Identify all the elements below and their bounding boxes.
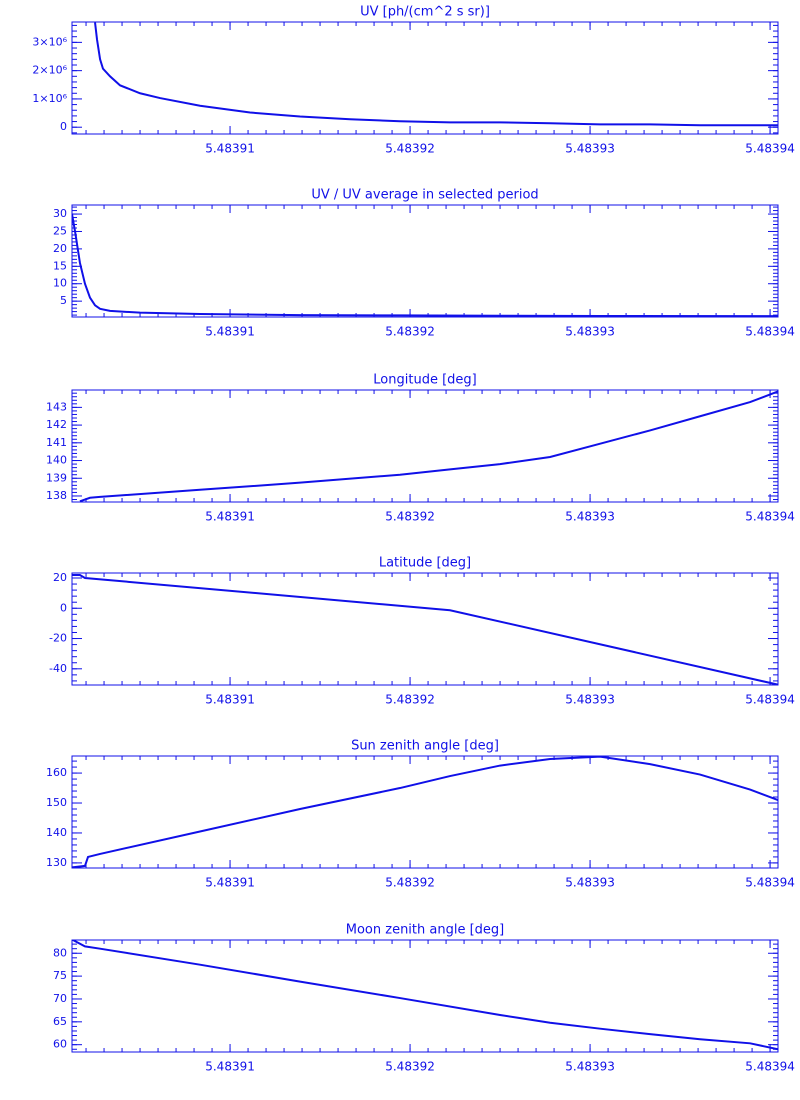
plot-frame [71, 755, 779, 869]
y-tick-label: 1×10⁶ [32, 92, 67, 105]
x-tick-label: 5.48391 [205, 876, 255, 890]
x-tick-label: 5.48393 [565, 876, 615, 890]
y-tick-label: 3×10⁶ [32, 35, 67, 48]
x-tick-label: 5.48392 [385, 325, 435, 339]
y-tick-label: 15 [53, 259, 67, 272]
panel-title: Moon zenith angle [deg] [346, 923, 504, 938]
panel-title: Sun zenith angle [deg] [351, 739, 499, 754]
x-tick-label: 5.48391 [205, 693, 255, 707]
data-line [72, 573, 778, 685]
y-tick-label: 5 [60, 294, 67, 307]
y-tick-label: 2×10⁶ [32, 64, 67, 77]
x-tick-label: 5.48391 [205, 142, 255, 156]
x-tick-label: 5.48392 [385, 876, 435, 890]
y-tick-label: 130 [46, 856, 67, 869]
data-line [72, 940, 778, 1051]
x-tick-label: 5.48391 [205, 510, 255, 524]
y-tick-label: 141 [46, 436, 67, 449]
y-tick-label: 10 [53, 277, 67, 290]
x-tick-label: 5.48394 [745, 1060, 795, 1074]
plot-frame [71, 572, 779, 686]
x-tick-label: 5.48392 [385, 142, 435, 156]
y-tick-label: 142 [46, 418, 67, 431]
panel-title: Latitude [deg] [379, 556, 471, 571]
x-tick-label: 5.48392 [385, 1060, 435, 1074]
y-tick-label: 160 [46, 766, 67, 779]
x-tick-label: 5.48394 [745, 876, 795, 890]
x-tick-label: 5.48393 [565, 142, 615, 156]
y-tick-label: -40 [49, 662, 67, 675]
y-tick-label: 143 [46, 400, 67, 413]
x-tick-label: 5.48394 [745, 142, 795, 156]
x-tick-label: 5.48391 [205, 1060, 255, 1074]
x-tick-label: 5.48391 [205, 325, 255, 339]
x-tick-label: 5.48393 [565, 1060, 615, 1074]
y-tick-label: 0 [60, 601, 67, 614]
y-tick-label: 138 [46, 489, 67, 502]
data-line [72, 213, 778, 317]
plot-frame [71, 204, 779, 318]
panel-title: UV / UV average in selected period [311, 188, 538, 203]
y-tick-label: 75 [53, 969, 67, 982]
plot-frame [71, 939, 779, 1053]
x-tick-label: 5.48394 [745, 693, 795, 707]
y-tick-label: 20 [53, 571, 67, 584]
data-line [72, 756, 778, 868]
x-tick-label: 5.48394 [745, 325, 795, 339]
x-tick-label: 5.48394 [745, 510, 795, 524]
y-tick-label: 140 [46, 826, 67, 839]
y-tick-label: 20 [53, 242, 67, 255]
x-tick-label: 5.48393 [565, 510, 615, 524]
panel-title: UV [ph/(cm^2 s sr)] [360, 5, 490, 20]
x-tick-label: 5.48393 [565, 325, 615, 339]
panel-title: Longitude [deg] [373, 373, 476, 388]
x-tick-label: 5.48392 [385, 510, 435, 524]
x-tick-label: 5.48392 [385, 693, 435, 707]
y-tick-label: 60 [53, 1038, 67, 1051]
y-tick-label: -20 [49, 632, 67, 645]
y-tick-label: 150 [46, 796, 67, 809]
data-line [94, 22, 778, 127]
x-tick-label: 5.48393 [565, 693, 615, 707]
y-tick-label: 70 [53, 992, 67, 1005]
y-tick-label: 25 [53, 224, 67, 237]
y-tick-label: 80 [53, 946, 67, 959]
y-tick-label: 0 [60, 120, 67, 133]
y-tick-label: 139 [46, 471, 67, 484]
y-tick-label: 65 [53, 1015, 67, 1028]
plot-frame [71, 21, 779, 135]
y-tick-label: 140 [46, 454, 67, 467]
data-line [79, 390, 778, 502]
y-tick-label: 30 [53, 207, 67, 220]
